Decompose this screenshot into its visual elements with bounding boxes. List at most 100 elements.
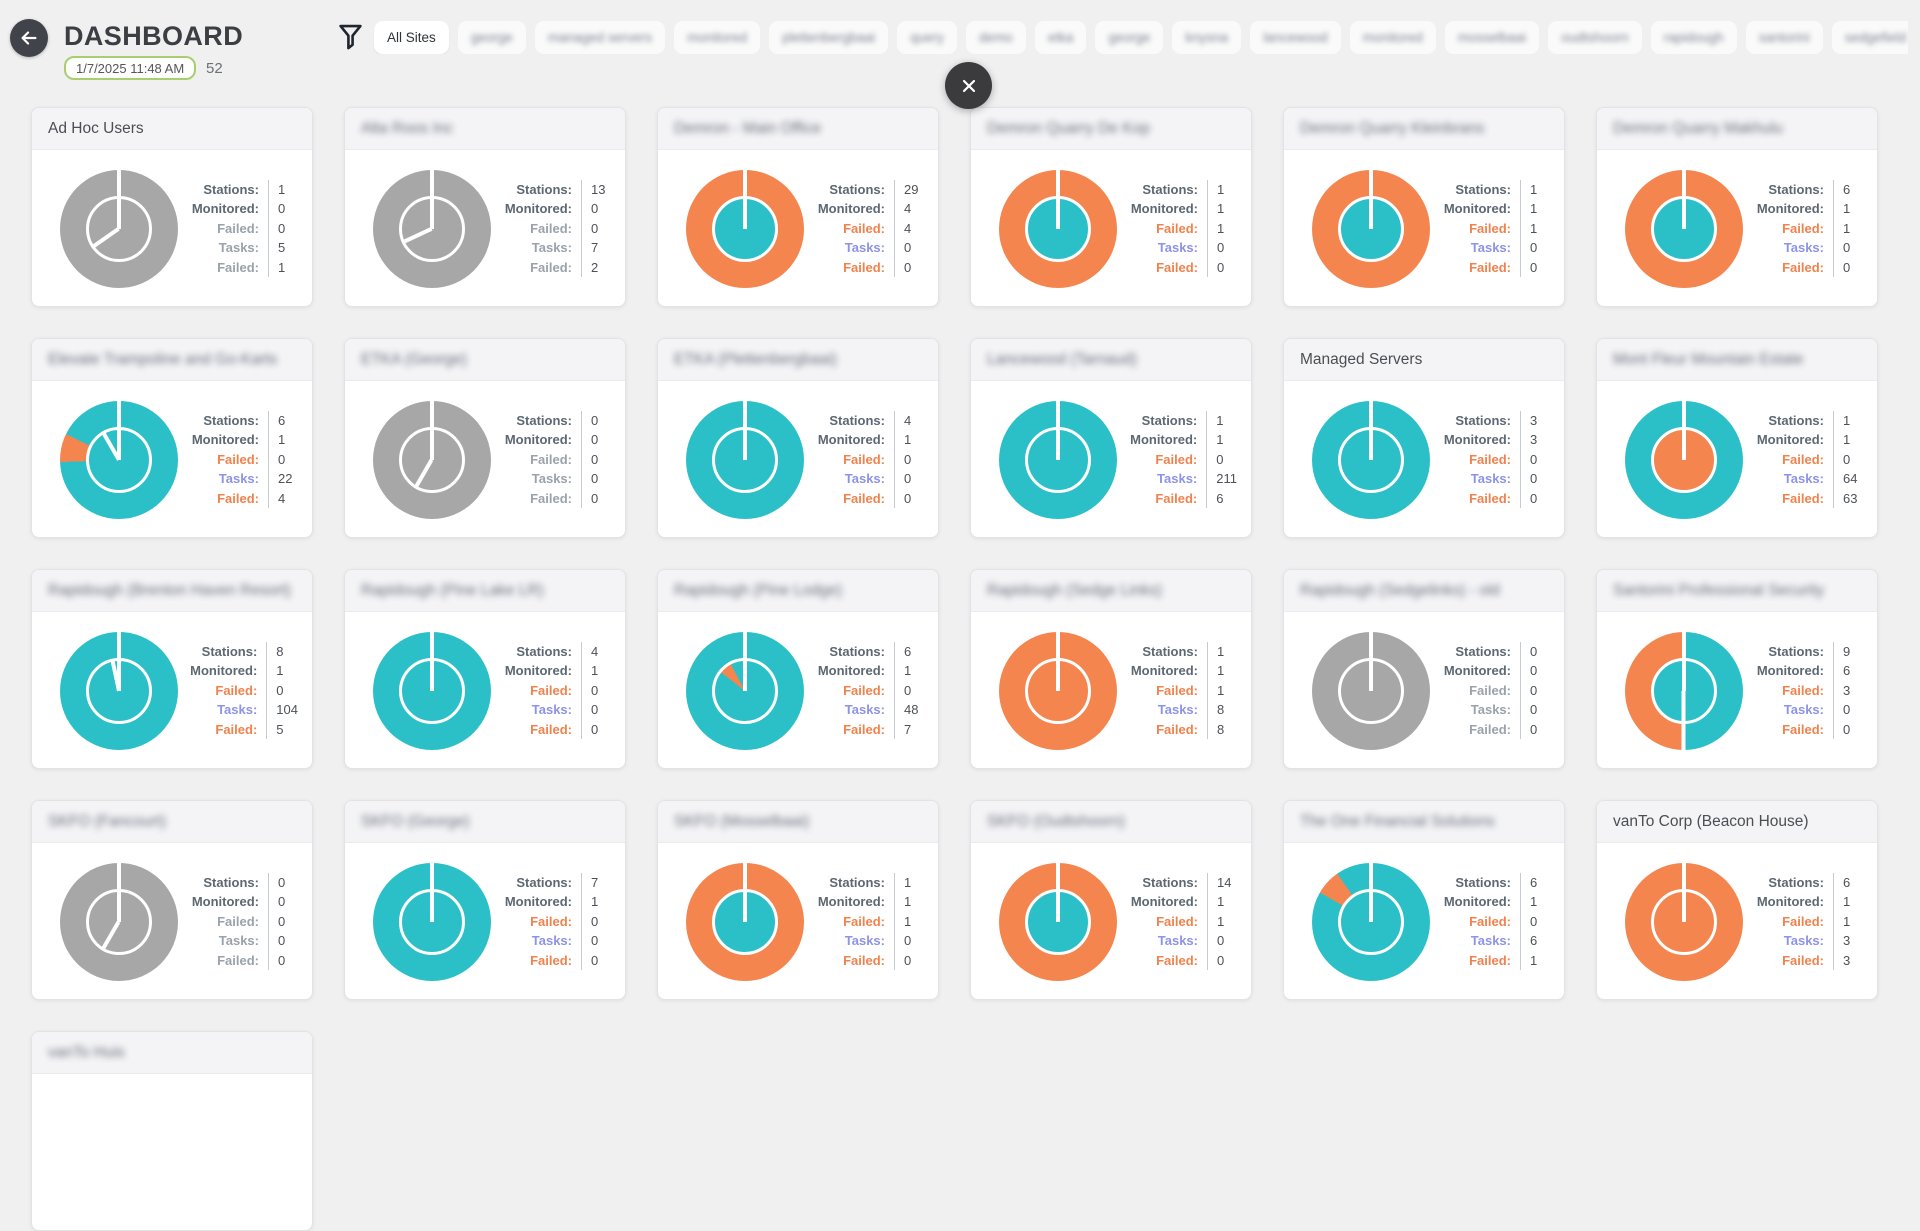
stat-value-stations: 7 <box>581 872 611 893</box>
stat-label-stations: Stations: <box>1141 412 1198 428</box>
donut-segment-line <box>1369 400 1373 460</box>
stat-label-tasks: Tasks: <box>531 702 572 718</box>
stat-value-stations: 1 <box>1207 641 1237 662</box>
site-card[interactable]: vanTo Huis <box>31 1031 313 1231</box>
filter-chip[interactable]: george <box>457 21 526 54</box>
site-card[interactable]: Demron Quarry De Kop Stations: 1 Monitored… <box>970 107 1252 307</box>
stat-value-tasks_failed: 3 <box>1833 950 1863 971</box>
filter-chip[interactable]: george <box>1095 21 1164 54</box>
site-card[interactable]: Santorini Professional Security Stations… <box>1596 569 1878 769</box>
site-card[interactable]: SKFO (Oudtshoorn) Stations: 14 Monitored: 1… <box>970 800 1252 1000</box>
stat-value-tasks_failed: 8 <box>1207 719 1237 740</box>
site-card-header: Demron - Main Office <box>658 108 938 150</box>
stat-label-tasks: Tasks: <box>531 933 572 949</box>
site-card[interactable]: Rapidough (Brenton Haven Resort) Station… <box>31 569 313 769</box>
card-title: Rapidough (Sedge Links) <box>987 581 1162 599</box>
stat-label-stations: Stations: <box>1142 181 1198 197</box>
site-card[interactable]: Ad Hoc Users Stations: 1 Monitored: 0 Failed… <box>31 107 313 307</box>
stat-label-tasks: Tasks: <box>531 240 572 256</box>
stat-value-stations: 29 <box>894 179 924 200</box>
site-card[interactable]: Rapidough (Pine Lake LR) Stations: 4 Monit… <box>344 569 626 769</box>
site-card[interactable]: vanTo Corp (Beacon House) Stations: 6 Moni… <box>1596 800 1878 1000</box>
site-card-header: vanTo Huis <box>32 1032 312 1074</box>
card-title: Rapidough (Pine Lake LR) <box>361 581 544 599</box>
stat-label-monitored: Monitored: <box>817 432 885 448</box>
stat-label-tasks: Tasks: <box>1157 702 1198 718</box>
stat-value-stations: 0 <box>1520 641 1550 662</box>
filter-chip[interactable]: sedgefield <box>1831 21 1908 54</box>
stat-value-monitored: 1 <box>1833 199 1863 219</box>
stat-value-monitored: 0 <box>268 199 298 219</box>
donut-segment-line <box>430 631 434 691</box>
stat-value-tasks: 6 <box>1520 931 1550 951</box>
stat-value-monitored: 4 <box>894 199 924 219</box>
stat-value-tasks_failed: 0 <box>581 488 611 509</box>
stat-value-stations: 1 <box>894 872 924 893</box>
stat-label-tasks_failed: Failed: <box>1469 721 1511 737</box>
stat-label-monitored: Monitored: <box>191 894 259 910</box>
site-card[interactable]: Demron Quarry Kleinbrans Stations: 1 Monit… <box>1283 107 1565 307</box>
site-card[interactable]: SKFO (George) Stations: 7 Monitored: 1 Faile… <box>344 800 626 1000</box>
stat-label-monitored: Monitored: <box>1130 432 1198 448</box>
site-card-body: Stations: 7 Monitored: 1 Failed: 0 Tasks: 0 Fail… <box>345 843 625 999</box>
stat-label-monitored: Monitored: <box>1756 432 1824 448</box>
site-card[interactable]: Demron - Main Office Stations: 29 Monitore… <box>657 107 939 307</box>
site-card[interactable]: SKFO (Fancourt) Stations: 0 Monitored: 0 Fai… <box>31 800 313 1000</box>
stat-label-failed: Failed: <box>1156 913 1198 929</box>
filter-chip[interactable]: santorini <box>1745 21 1823 54</box>
site-card[interactable]: Managed Servers Stations: 3 Monitored: 3 Fai… <box>1283 338 1565 538</box>
site-card[interactable]: The One Financial Solutions Stations: 6 Mo… <box>1283 800 1565 1000</box>
card-title: The One Financial Solutions <box>1300 812 1495 830</box>
site-card[interactable]: SKFO (Mosselbaai) Stations: 1 Monitored: 1 F… <box>657 800 939 1000</box>
stat-label-stations: Stations: <box>829 412 885 428</box>
filter-funnel-icon[interactable] <box>338 23 363 52</box>
stat-value-monitored: 1 <box>1520 199 1550 219</box>
filter-chip-all-sites[interactable]: All Sites <box>374 21 449 54</box>
stat-label-failed: Failed: <box>1782 220 1824 236</box>
filter-chip[interactable]: rapidough <box>1650 21 1737 54</box>
stat-value-monitored: 1 <box>581 892 611 912</box>
filter-chip[interactable]: query <box>897 21 958 54</box>
filter-chip[interactable]: plettenbergbaai <box>769 21 889 54</box>
site-card[interactable]: Demron Quarry Makhulu Stations: 6 Monitore… <box>1596 107 1878 307</box>
card-title: Santorini Professional Security <box>1613 581 1825 599</box>
filter-chip[interactable]: etka <box>1034 21 1087 54</box>
stat-value-failed: 0 <box>581 911 611 932</box>
site-stats: Stations: 8 Monitored: 1 Failed: 0 Tasks: 104 Fa… <box>190 641 298 740</box>
stat-label-tasks: Tasks: <box>1157 471 1198 487</box>
site-card[interactable]: Rapidough (Sedge Links) Stations: 1 Monito… <box>970 569 1252 769</box>
card-title: SKFO (Mosselbaai) <box>674 812 810 830</box>
stat-value-monitored: 1 <box>266 661 298 681</box>
site-card[interactable]: Alta Roos Inc Stations: 13 Monitored: 0 Fail… <box>344 107 626 307</box>
site-card-body: Stations: 4 Monitored: 1 Failed: 0 Tasks: 0 Fail… <box>658 381 938 537</box>
filter-chip[interactable]: demo <box>966 21 1026 54</box>
filter-chip[interactable]: monitored <box>1349 21 1436 54</box>
filter-chip[interactable]: lancewood <box>1250 21 1341 54</box>
site-card-body: Stations: 8 Monitored: 1 Failed: 0 Tasks: 104 Fa… <box>32 612 312 768</box>
stat-label-tasks_failed: Failed: <box>1782 952 1824 968</box>
back-button[interactable] <box>10 19 48 57</box>
donut-inner-disc <box>1651 426 1717 493</box>
status-donut-chart <box>999 400 1117 519</box>
stat-label-monitored: Monitored: <box>1756 663 1824 679</box>
filter-chip[interactable]: oudtshoorn <box>1548 21 1642 54</box>
site-card-header: Rapidough (Brenton Haven Resort) <box>32 570 312 612</box>
site-card[interactable]: ETKA (Plettenbergbaai) Stations: 4 Monitor… <box>657 338 939 538</box>
stat-label-tasks_failed: Failed: <box>530 952 572 968</box>
filter-chip[interactable]: mosselbaai <box>1444 21 1540 54</box>
site-stats: Stations: 6 Monitored: 1 Failed: 0 Tasks: 48 Fai… <box>818 641 924 740</box>
site-card[interactable]: ETKA (George) Stations: 0 Monitored: 0 Faile… <box>344 338 626 538</box>
filter-chip[interactable]: managed servers <box>534 21 666 54</box>
site-card[interactable]: Rapidough (Sedgelinks) - old Stations: 0 M… <box>1283 569 1565 769</box>
site-card[interactable]: Elevate Trampoline and Go-Karts Stations… <box>31 338 313 538</box>
site-card[interactable]: Lancewood (Tarnaud) Stations: 1 Monitored:… <box>970 338 1252 538</box>
filter-chip[interactable]: monitored <box>674 21 761 54</box>
close-button[interactable] <box>945 62 992 109</box>
filter-chip[interactable]: knysna <box>1172 21 1242 54</box>
site-card[interactable]: Rapidough (Pine Lodge) Stations: 6 Monitor… <box>657 569 939 769</box>
site-card-header: Rapidough (Pine Lodge) <box>658 570 938 612</box>
card-title: Alta Roos Inc <box>361 119 454 137</box>
site-card[interactable]: Mont Fleur Mountain Estate Stations: 1 Mon… <box>1596 338 1878 538</box>
donut-segment-line <box>1056 400 1060 460</box>
donut-segment-line <box>743 862 747 922</box>
